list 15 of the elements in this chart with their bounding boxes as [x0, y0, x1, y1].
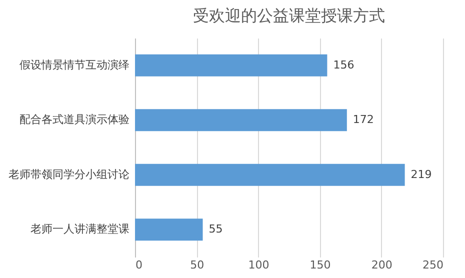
data-label: 55 [208, 222, 223, 236]
x-tick-label: 150 [310, 258, 331, 272]
x-tick-label: 200 [371, 258, 392, 272]
x-tick-label: 50 [190, 258, 204, 272]
data-label: 156 [333, 58, 354, 72]
y-tick-label: 老师带领同学分小组讨论 [8, 168, 130, 181]
x-tick-label: 100 [248, 258, 270, 272]
chart-title: 受欢迎的公益课堂授课方式 [193, 6, 385, 25]
y-tick-label: 老师一人讲满整堂课 [30, 222, 130, 236]
data-label: 172 [352, 113, 374, 126]
x-tick-label: 250 [422, 258, 444, 272]
data-label: 219 [410, 168, 432, 181]
y-tick-label: 假设情景情节互动演绎 [20, 58, 130, 72]
y-tick-label: 配合各式道具演示体验 [20, 113, 130, 126]
x-tick-label: 0 [136, 258, 142, 272]
